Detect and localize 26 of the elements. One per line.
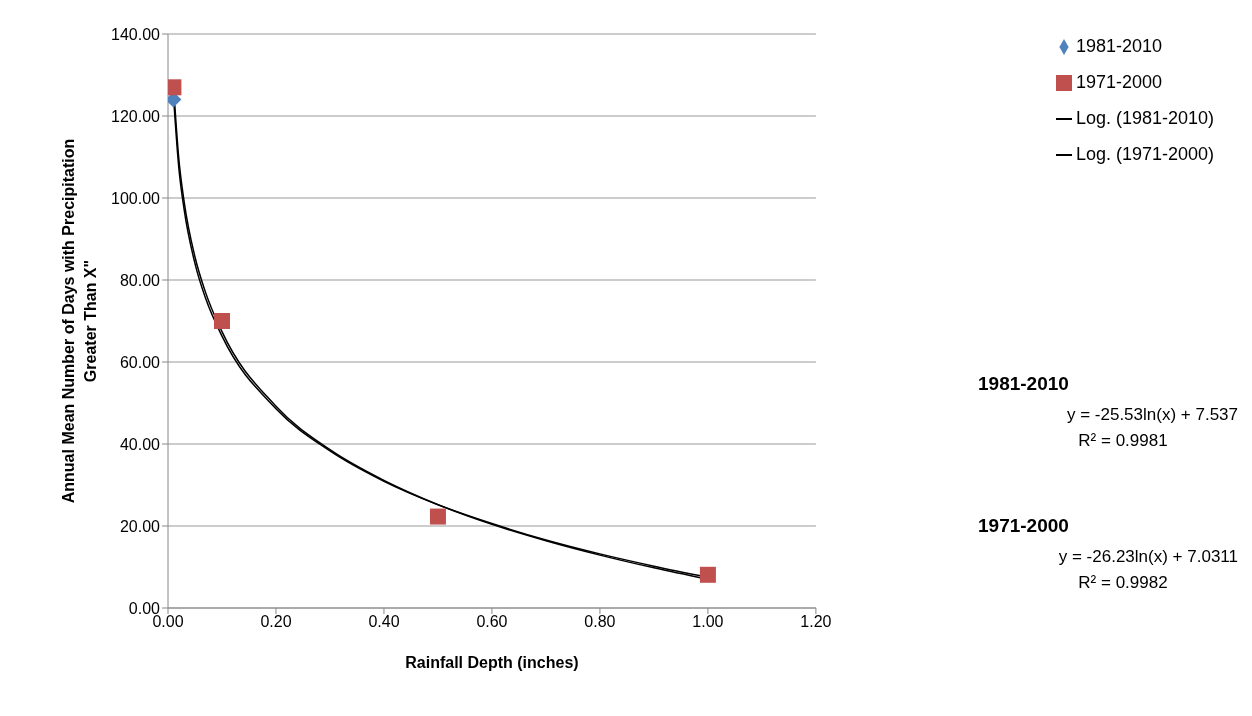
y-tick-label: 20.00 (119, 517, 161, 535)
x-tick-label: 1.00 (692, 613, 724, 631)
y-tick-label: 140.00 (111, 25, 161, 43)
legend-label: Log. (1981-2010) (1075, 108, 1214, 128)
y-tick-label: 60.00 (119, 353, 161, 371)
x-tick-label: 0.00 (152, 613, 184, 631)
text: y = -26.23ln(x) + 7.0311 (1057, 547, 1238, 567)
y-tick-label: 120.00 (111, 107, 161, 125)
legend-label: 1971-2000 (1075, 72, 1162, 92)
x-tick-label: 0.20 (260, 613, 292, 631)
x-tick-label: 1.20 (800, 613, 832, 631)
y-axis-title: Annual Mean Number of Days with Precipitation Greater Than X" (60, 138, 99, 504)
legend-label: Log. (1971-2000) (1075, 144, 1214, 164)
text: 1971-2000 (978, 515, 1070, 537)
y-tick-label: 40.00 (119, 435, 161, 453)
text: y = -25.53ln(x) + 7.537 (1065, 405, 1238, 425)
text: R² = 0.9981 (1077, 431, 1169, 451)
y-tick-label: 100.00 (111, 189, 161, 207)
x-axis-title: Rainfall Depth (inches) (405, 654, 579, 671)
legend-label: 1981-2010 (1075, 36, 1162, 56)
text: 1981-2010 (978, 373, 1070, 395)
x-tick-label: 0.80 (584, 613, 616, 631)
y-tick-label: 80.00 (119, 271, 161, 289)
x-tick-label: 0.60 (476, 613, 508, 631)
x-tick-label: 0.40 (368, 613, 400, 631)
text: R² = 0.9982 (1077, 573, 1169, 593)
